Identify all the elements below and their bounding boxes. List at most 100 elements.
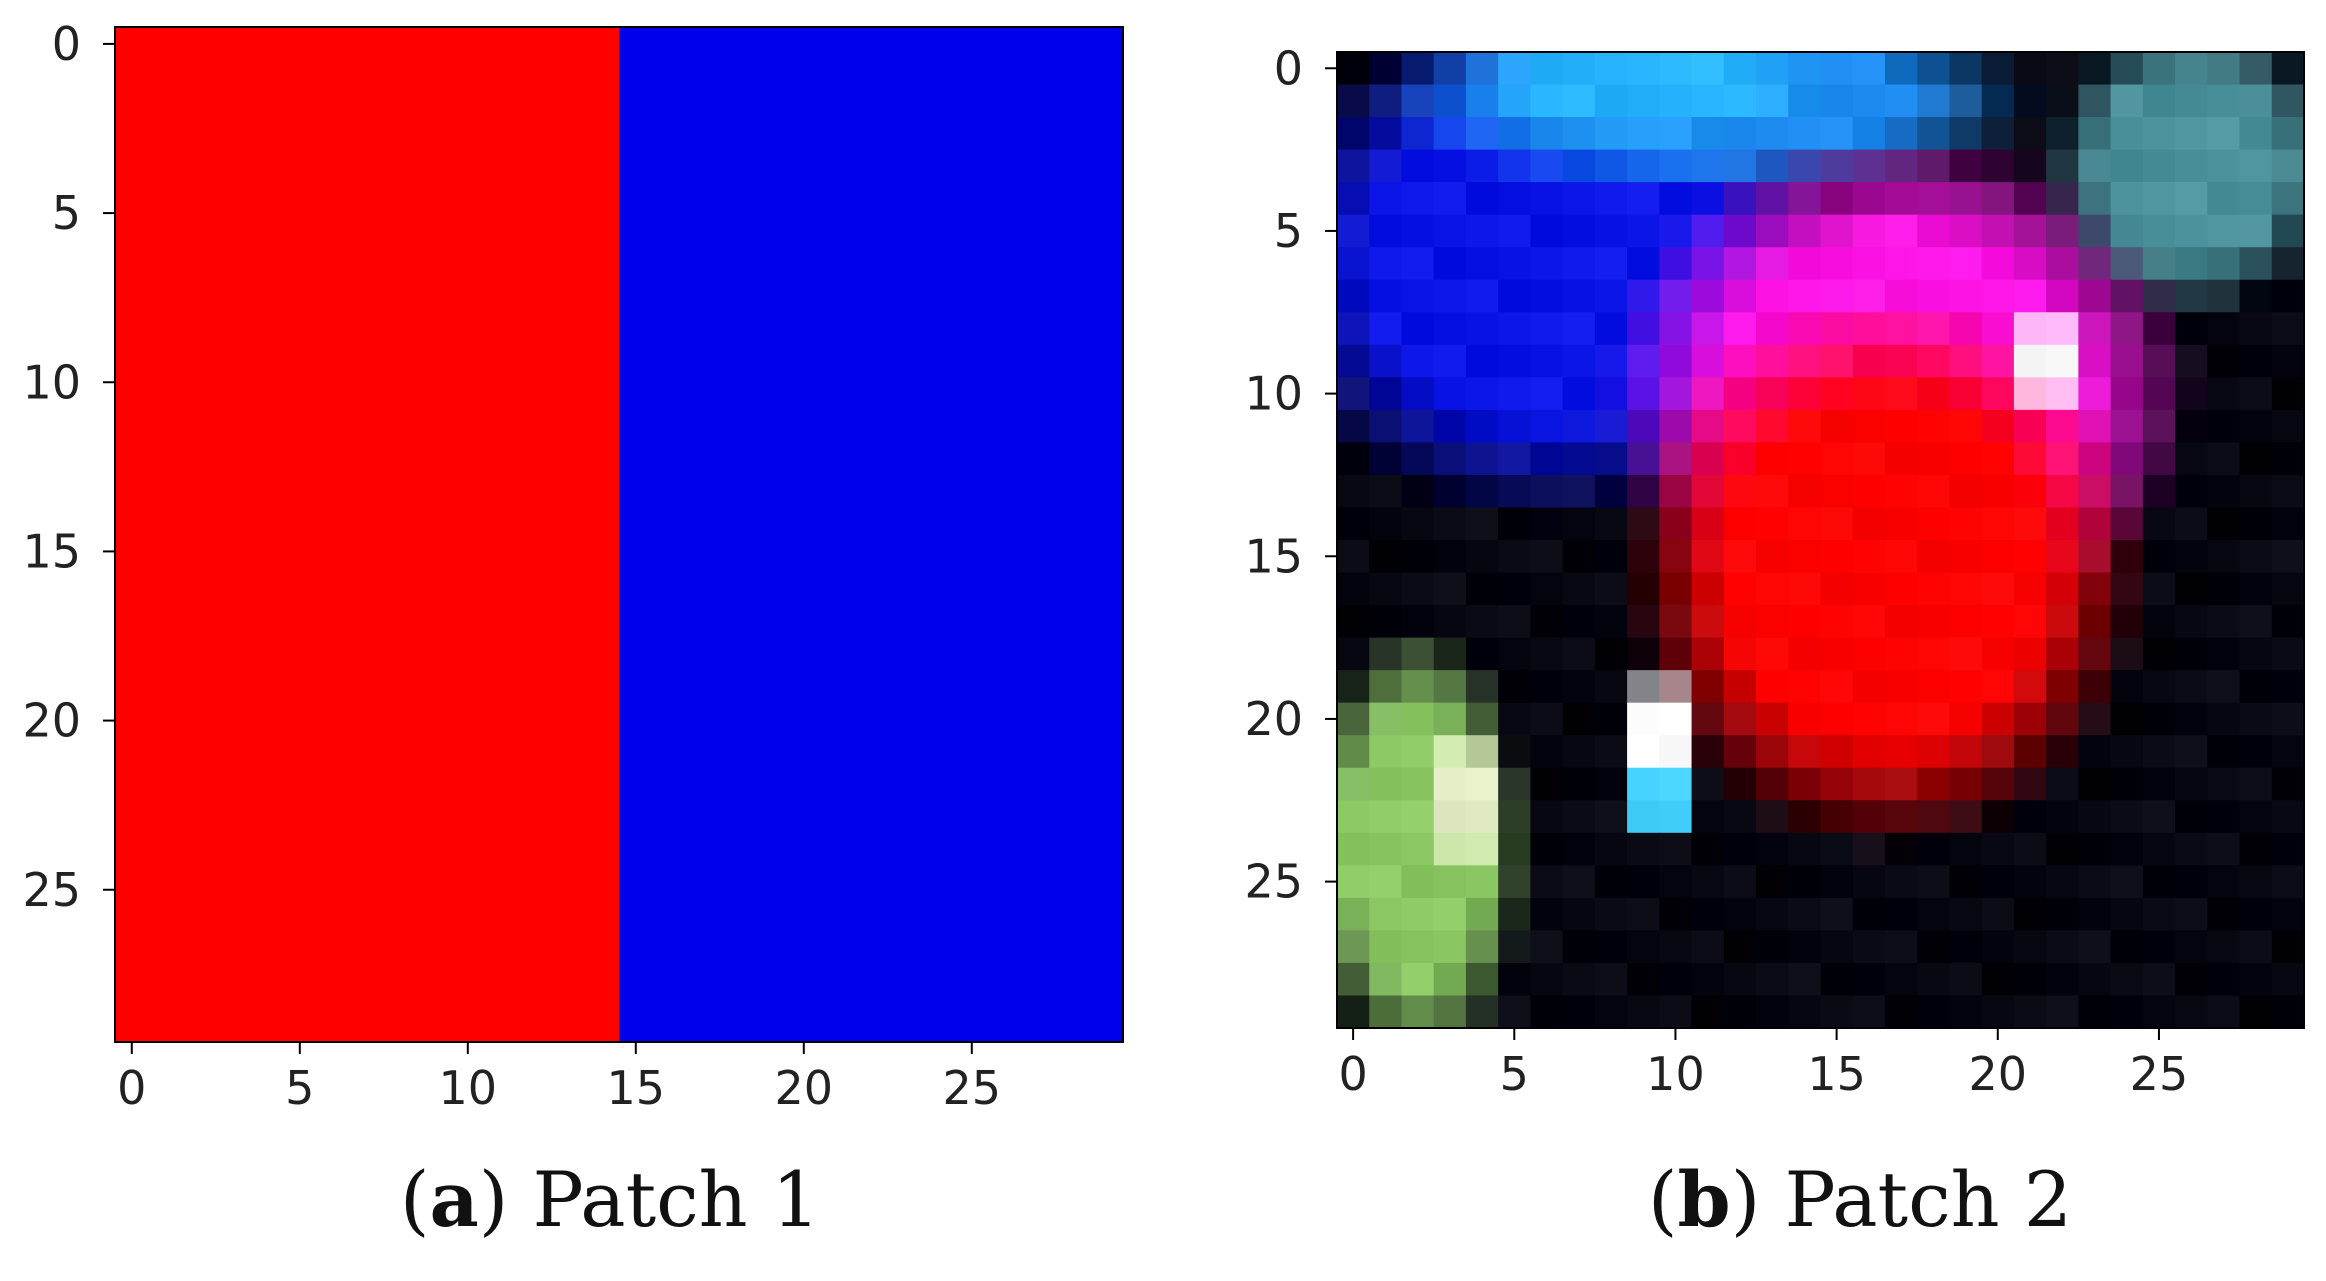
- chart-b-cell: [1981, 214, 2015, 248]
- chart-b-cell: [1465, 995, 1499, 1029]
- chart-b-cell: [1852, 377, 1886, 411]
- chart-b-cell: [1562, 149, 1596, 183]
- chart-b-cell: [1530, 149, 1564, 183]
- chart-b-cell: [2013, 409, 2047, 443]
- chart-b-cell: [1756, 344, 1789, 378]
- chart-b-cell: [2207, 442, 2241, 476]
- chart-b-cell: [1691, 572, 1725, 606]
- chart-b-cell: [1530, 507, 1564, 541]
- chart-b-cell: [2142, 832, 2176, 866]
- chart-b-cell: [1337, 930, 1370, 964]
- chart-b-cell: [2013, 605, 2047, 639]
- chart-a-xtick-label: 10: [439, 1061, 498, 1115]
- chart-b-cell: [2013, 735, 2047, 769]
- chart-b-cell: [1852, 637, 1886, 671]
- chart-b-cell: [1401, 377, 1435, 411]
- chart-b-cell: [1820, 312, 1854, 346]
- chart-b-cell: [1820, 767, 1854, 801]
- chart-b-cell: [1465, 832, 1499, 866]
- chart-b-cell: [2207, 800, 2241, 834]
- chart-b-cell: [1433, 637, 1467, 671]
- chart-b-cell: [1691, 182, 1725, 216]
- chart-b-cell: [2239, 767, 2273, 801]
- chart-b-cell: [1401, 605, 1435, 639]
- chart-b-cell: [1981, 312, 2015, 346]
- chart-b-cell: [1498, 995, 1531, 1029]
- chart-b-cell: [2175, 897, 2208, 931]
- chart-b-cell: [1337, 377, 1370, 411]
- chart-b-cell: [2239, 117, 2273, 151]
- chart-b-cell: [1562, 279, 1596, 313]
- chart-b-cell: [1852, 507, 1886, 541]
- chart-b-cell: [2142, 442, 2176, 476]
- chart-b-cell: [2175, 507, 2208, 541]
- chart-b-cell: [1691, 214, 1725, 248]
- chart-b-cell: [1981, 182, 2015, 216]
- chart-b-cell: [1852, 442, 1886, 476]
- chart-b-cell: [1981, 832, 2015, 866]
- chart-b-cell: [1659, 995, 1693, 1029]
- chart-b-cell: [1852, 52, 1886, 86]
- chart-b-cell: [2175, 702, 2208, 736]
- chart-b-cell: [1691, 930, 1725, 964]
- chart-b-cell: [2239, 832, 2273, 866]
- chart-b-cell: [2175, 572, 2208, 606]
- chart-b-cell: [1530, 800, 1564, 834]
- chart-b-ytick-label: 20: [1244, 692, 1303, 746]
- chart-a-xtick-label: 15: [607, 1061, 666, 1115]
- chart-b-cell: [1530, 767, 1564, 801]
- chart-b-cell: [2175, 182, 2208, 216]
- chart-b-cell: [1723, 670, 1757, 704]
- chart-b-cell: [1627, 540, 1660, 574]
- chart-b-ytick-label: 5: [1274, 204, 1303, 258]
- chart-b-cell: [1917, 702, 1951, 736]
- chart-b-cell: [2110, 149, 2144, 183]
- chart-b-cell: [1949, 279, 1983, 313]
- chart-b-cell: [1433, 507, 1467, 541]
- chart-b-cell: [1498, 930, 1531, 964]
- chart-b-cell: [1917, 279, 1951, 313]
- chart-b-cell: [1562, 605, 1596, 639]
- chart-b-cell: [1756, 670, 1789, 704]
- chart-b-ytick-label: 10: [1244, 367, 1303, 421]
- chart-b-cell: [1465, 474, 1499, 509]
- chart-b-cell: [1369, 182, 1403, 216]
- chart-b-cell: [1594, 540, 1628, 574]
- chart-b-cell: [2142, 377, 2176, 411]
- chart-b-cell: [1723, 507, 1757, 541]
- chart-b-cell: [1852, 312, 1886, 346]
- chart-b-cell: [2175, 637, 2208, 671]
- chart-b-cell: [1530, 214, 1564, 248]
- chart-b-cell: [1433, 540, 1467, 574]
- chart-b-cell: [1884, 377, 1918, 411]
- chart-b-xtick-label: 25: [2130, 1047, 2189, 1101]
- chart-b-cell: [2110, 930, 2144, 964]
- chart-b-cell: [1498, 865, 1531, 899]
- chart-b-cell: [1852, 344, 1886, 378]
- chart-b-cell: [1756, 507, 1789, 541]
- chart-b-cell: [1433, 735, 1467, 769]
- chart-b-cell: [1820, 930, 1854, 964]
- chart-b-cell: [2175, 84, 2208, 118]
- chart-b-cell: [1723, 637, 1757, 671]
- chart-b-cell: [1369, 149, 1403, 183]
- chart-b-cell: [1981, 52, 2015, 86]
- chart-b-cell: [1723, 377, 1757, 411]
- chart-b-cell: [2078, 930, 2112, 964]
- chart-b-cell: [1949, 409, 1983, 443]
- chart-b-cell: [2271, 735, 2305, 769]
- chart-b-cell: [2271, 52, 2305, 86]
- chart-b-cell: [1917, 930, 1951, 964]
- chart-b-cell: [1530, 279, 1564, 313]
- chart-b-cell: [1530, 84, 1564, 118]
- chart-b-cell: [1659, 767, 1693, 801]
- chart-b-cell: [1465, 344, 1499, 378]
- chart-b-cell: [2046, 507, 2079, 541]
- chart-b-cell: [1756, 702, 1789, 736]
- chart-b-cell: [2046, 409, 2079, 443]
- chart-b-cell: [2013, 312, 2047, 346]
- chart-b-cell: [1465, 84, 1499, 118]
- chart-b-cell: [2239, 995, 2273, 1029]
- chart-b-cell: [1498, 572, 1531, 606]
